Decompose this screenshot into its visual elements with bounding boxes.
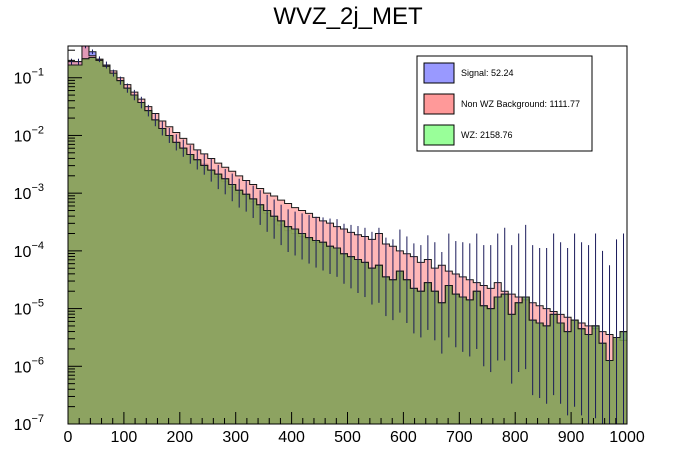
x-tick-label: 700	[446, 429, 473, 446]
x-tick-label: 0	[64, 429, 73, 446]
x-tick-label: 100	[111, 429, 138, 446]
chart-title: WVZ_2j_MET	[273, 3, 423, 30]
legend-swatch-wz	[423, 124, 455, 146]
legend-swatch-non-wz-background	[423, 93, 455, 115]
legend-label-signal: Signal: 52.24	[461, 68, 514, 78]
x-tick-label: 900	[558, 429, 585, 446]
y-tick-label: 10−5	[14, 298, 44, 319]
x-tick-label: 1000	[609, 429, 645, 446]
y-tick-label: 10−7	[14, 413, 44, 434]
x-tick-label: 300	[222, 429, 249, 446]
y-tick-label: 10−4	[14, 240, 44, 261]
x-tick-label: 500	[334, 429, 361, 446]
x-tick-label: 600	[390, 429, 417, 446]
y-tick-label: 10−1	[14, 67, 44, 88]
x-tick-label: 400	[278, 429, 305, 446]
y-tick-label: 10−6	[14, 355, 44, 376]
y-tick-label: 10−3	[14, 182, 44, 203]
legend-swatch-signal	[423, 62, 455, 84]
legend-label-wz: WZ: 2158.76	[461, 130, 513, 140]
plot-area	[67, 45, 628, 425]
x-tick-label: 800	[502, 429, 529, 446]
legend: Signal: 52.24 Non WZ Background: 1111.77 W…	[416, 55, 593, 152]
y-tick-label: 10−2	[14, 124, 44, 145]
legend-label-non-wz-background: Non WZ Background: 1111.77	[461, 99, 580, 109]
x-tick-label: 200	[166, 429, 193, 446]
